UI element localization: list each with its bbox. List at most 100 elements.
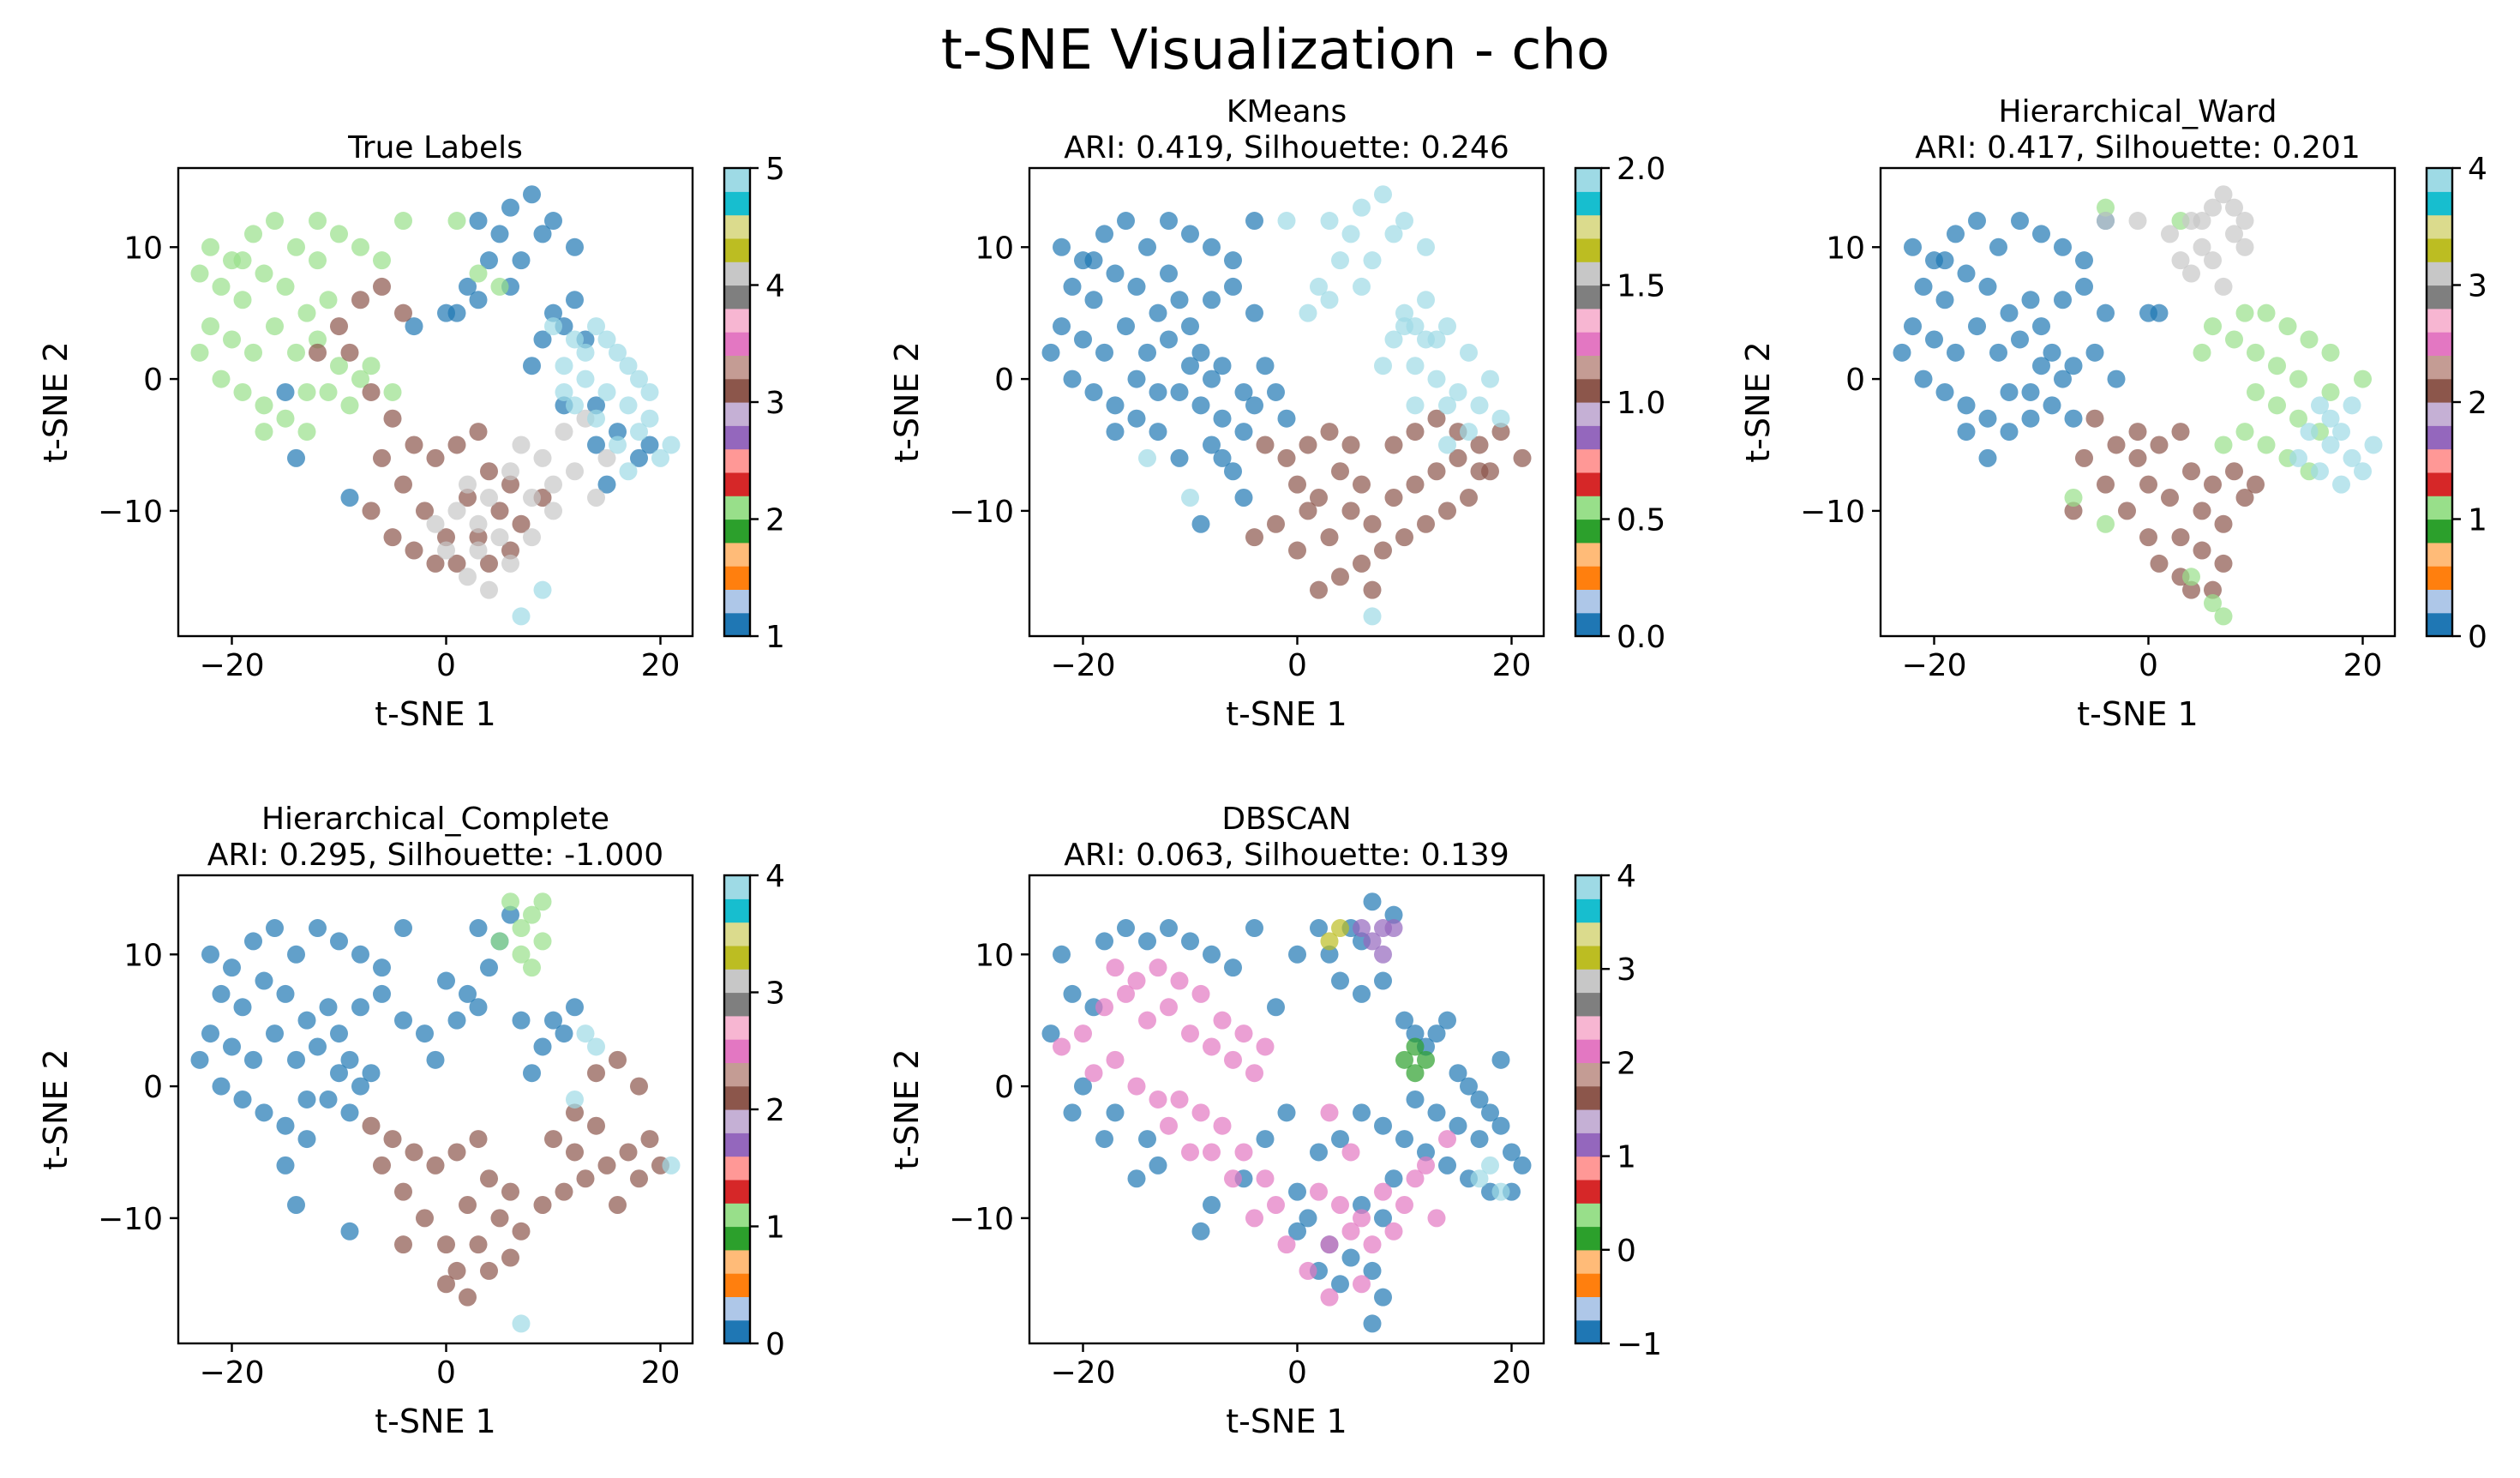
scatter-point xyxy=(662,1156,681,1175)
scatter-point xyxy=(523,905,541,924)
scatter-point xyxy=(2075,277,2093,296)
scatter-point xyxy=(276,409,295,428)
x-tick-label: 0 xyxy=(1287,1355,1307,1391)
scatter-point xyxy=(1106,958,1125,977)
scatter-point xyxy=(1288,475,1306,494)
scatter-point xyxy=(1053,1037,1071,1056)
scatter-point xyxy=(597,1156,616,1175)
scatter-point xyxy=(523,958,541,977)
scatter-point xyxy=(1160,919,1178,938)
scatter-point xyxy=(512,1011,531,1030)
scatter-point xyxy=(394,1011,412,1030)
scatter-point xyxy=(1363,580,1382,599)
colorbar-segment xyxy=(724,332,750,356)
panel-subtitle: ARI: 0.417, Silhouette: 0.201 xyxy=(1915,130,2360,165)
scatter-point xyxy=(362,357,381,376)
colorbar-segment xyxy=(2427,472,2452,496)
scatter-point xyxy=(1353,1275,1371,1294)
x-tick-label: 0 xyxy=(436,1355,456,1391)
scatter-point xyxy=(2054,291,2072,309)
scatter-point xyxy=(1406,1037,1425,1056)
colorbar-segment xyxy=(1575,448,1601,473)
colorbar-segment xyxy=(1575,969,1601,994)
colorbar-segment xyxy=(724,448,750,473)
scatter-point xyxy=(2075,448,2093,467)
scatter-point xyxy=(1427,462,1446,481)
colorbar-tick-label: 3 xyxy=(2468,269,2487,304)
scatter-points xyxy=(1893,185,2383,626)
scatter-point xyxy=(1277,409,1296,428)
scatter-point xyxy=(533,892,552,911)
scatter-point xyxy=(266,919,284,938)
colorbar-tick-label: 5 xyxy=(765,152,785,187)
scatter-point xyxy=(1363,1261,1382,1280)
scatter-point xyxy=(1935,382,1954,401)
scatter-point xyxy=(2235,423,2254,442)
scatter-point xyxy=(1160,998,1178,1017)
scatter-point xyxy=(619,357,638,376)
colorbar-segment xyxy=(1575,472,1601,496)
scatter-point xyxy=(1160,264,1178,283)
scatter-point xyxy=(1406,357,1425,376)
scatter-point xyxy=(555,382,573,401)
scatter-point xyxy=(340,396,359,415)
scatter-point xyxy=(287,1050,305,1069)
scatter-point xyxy=(640,382,659,401)
scatter-point xyxy=(2161,225,2179,243)
scatter-point xyxy=(2332,423,2350,442)
scatter-point xyxy=(1925,330,1943,349)
scatter-point xyxy=(1181,489,1199,508)
scatter-point xyxy=(1904,317,1922,336)
colorbar-segment xyxy=(1575,922,1601,946)
scatter-point xyxy=(459,568,477,586)
scatter-point xyxy=(609,1196,627,1215)
x-axis-label: t-SNE 1 xyxy=(2077,695,2198,733)
scatter-point xyxy=(1470,1169,1489,1188)
colorbar-segment xyxy=(724,191,750,216)
scatter-point xyxy=(1320,1103,1339,1122)
scatter-point xyxy=(437,1235,455,1254)
colorbar-segment xyxy=(2427,566,2452,590)
scatter-point xyxy=(1106,396,1125,415)
scatter-point xyxy=(2054,237,2072,256)
scatter-point xyxy=(319,998,338,1017)
scatter-point xyxy=(587,436,605,454)
scatter-point xyxy=(2085,343,2104,362)
scatter-point xyxy=(1224,958,1242,977)
scatter-point xyxy=(1288,1182,1306,1201)
scatter-point xyxy=(609,423,627,442)
scatter-point xyxy=(2204,475,2222,494)
panel-title: True Labels xyxy=(347,130,523,165)
colorbar-segment xyxy=(724,875,750,899)
colorbar-tick-label: 2 xyxy=(765,1093,785,1128)
scatter-point xyxy=(340,343,359,362)
scatter-point xyxy=(1127,370,1146,388)
colorbar-tick-label: 2 xyxy=(1617,1046,1636,1081)
scatter-point xyxy=(351,370,369,388)
scatter-point xyxy=(1904,237,1922,256)
scatter-point xyxy=(1106,1050,1125,1069)
colorbar-segment xyxy=(1575,1062,1601,1087)
scatter-point xyxy=(1084,291,1103,309)
scatter-point xyxy=(255,971,273,990)
scatter-point xyxy=(576,370,595,388)
scatter-point xyxy=(469,291,488,309)
scatter-point xyxy=(1267,382,1285,401)
colorbar-tick-label: 1.5 xyxy=(1617,269,1665,304)
scatter-point xyxy=(351,1077,369,1096)
scatter-point xyxy=(1063,370,1082,388)
scatter-point xyxy=(1149,1156,1167,1175)
y-tick-label: 0 xyxy=(1845,363,1865,398)
colorbar-segment xyxy=(724,472,750,496)
scatter-point xyxy=(1149,423,1167,442)
scatter-point xyxy=(630,448,648,467)
scatter-point xyxy=(523,528,541,547)
scatter-point xyxy=(1417,330,1435,349)
scatter-point xyxy=(2321,436,2340,454)
scatter-point xyxy=(309,1037,327,1056)
scatter-point xyxy=(501,462,519,481)
scatter-point xyxy=(576,1024,595,1043)
x-tick-label: 20 xyxy=(2343,648,2383,683)
scatter-point xyxy=(2204,317,2222,336)
scatter-point xyxy=(1417,291,1435,309)
